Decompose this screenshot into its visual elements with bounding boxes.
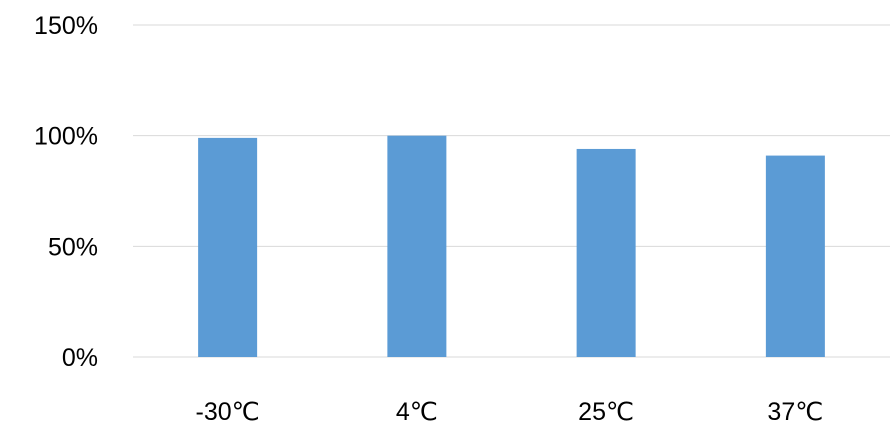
x-tick-label: 37℃ bbox=[767, 398, 823, 426]
bar bbox=[198, 137, 258, 357]
y-tick-label: 100% bbox=[34, 123, 98, 151]
x-axis-tick-labels: -30℃ 4℃ 25℃ 37℃ bbox=[196, 398, 824, 426]
x-tick-label: 4℃ bbox=[396, 398, 438, 426]
x-tick-label: 25℃ bbox=[578, 398, 634, 426]
y-tick-label: 150% bbox=[34, 12, 98, 40]
bars bbox=[198, 135, 825, 357]
gridlines bbox=[133, 24, 890, 358]
y-tick-label: 0% bbox=[62, 344, 98, 372]
bar bbox=[387, 135, 447, 357]
bar bbox=[765, 155, 825, 357]
y-axis-tick-labels: 0% 50% 100% 150% bbox=[34, 12, 98, 372]
x-tick-label: -30℃ bbox=[196, 398, 260, 426]
y-tick-label: 50% bbox=[48, 233, 98, 261]
bar bbox=[576, 148, 636, 357]
